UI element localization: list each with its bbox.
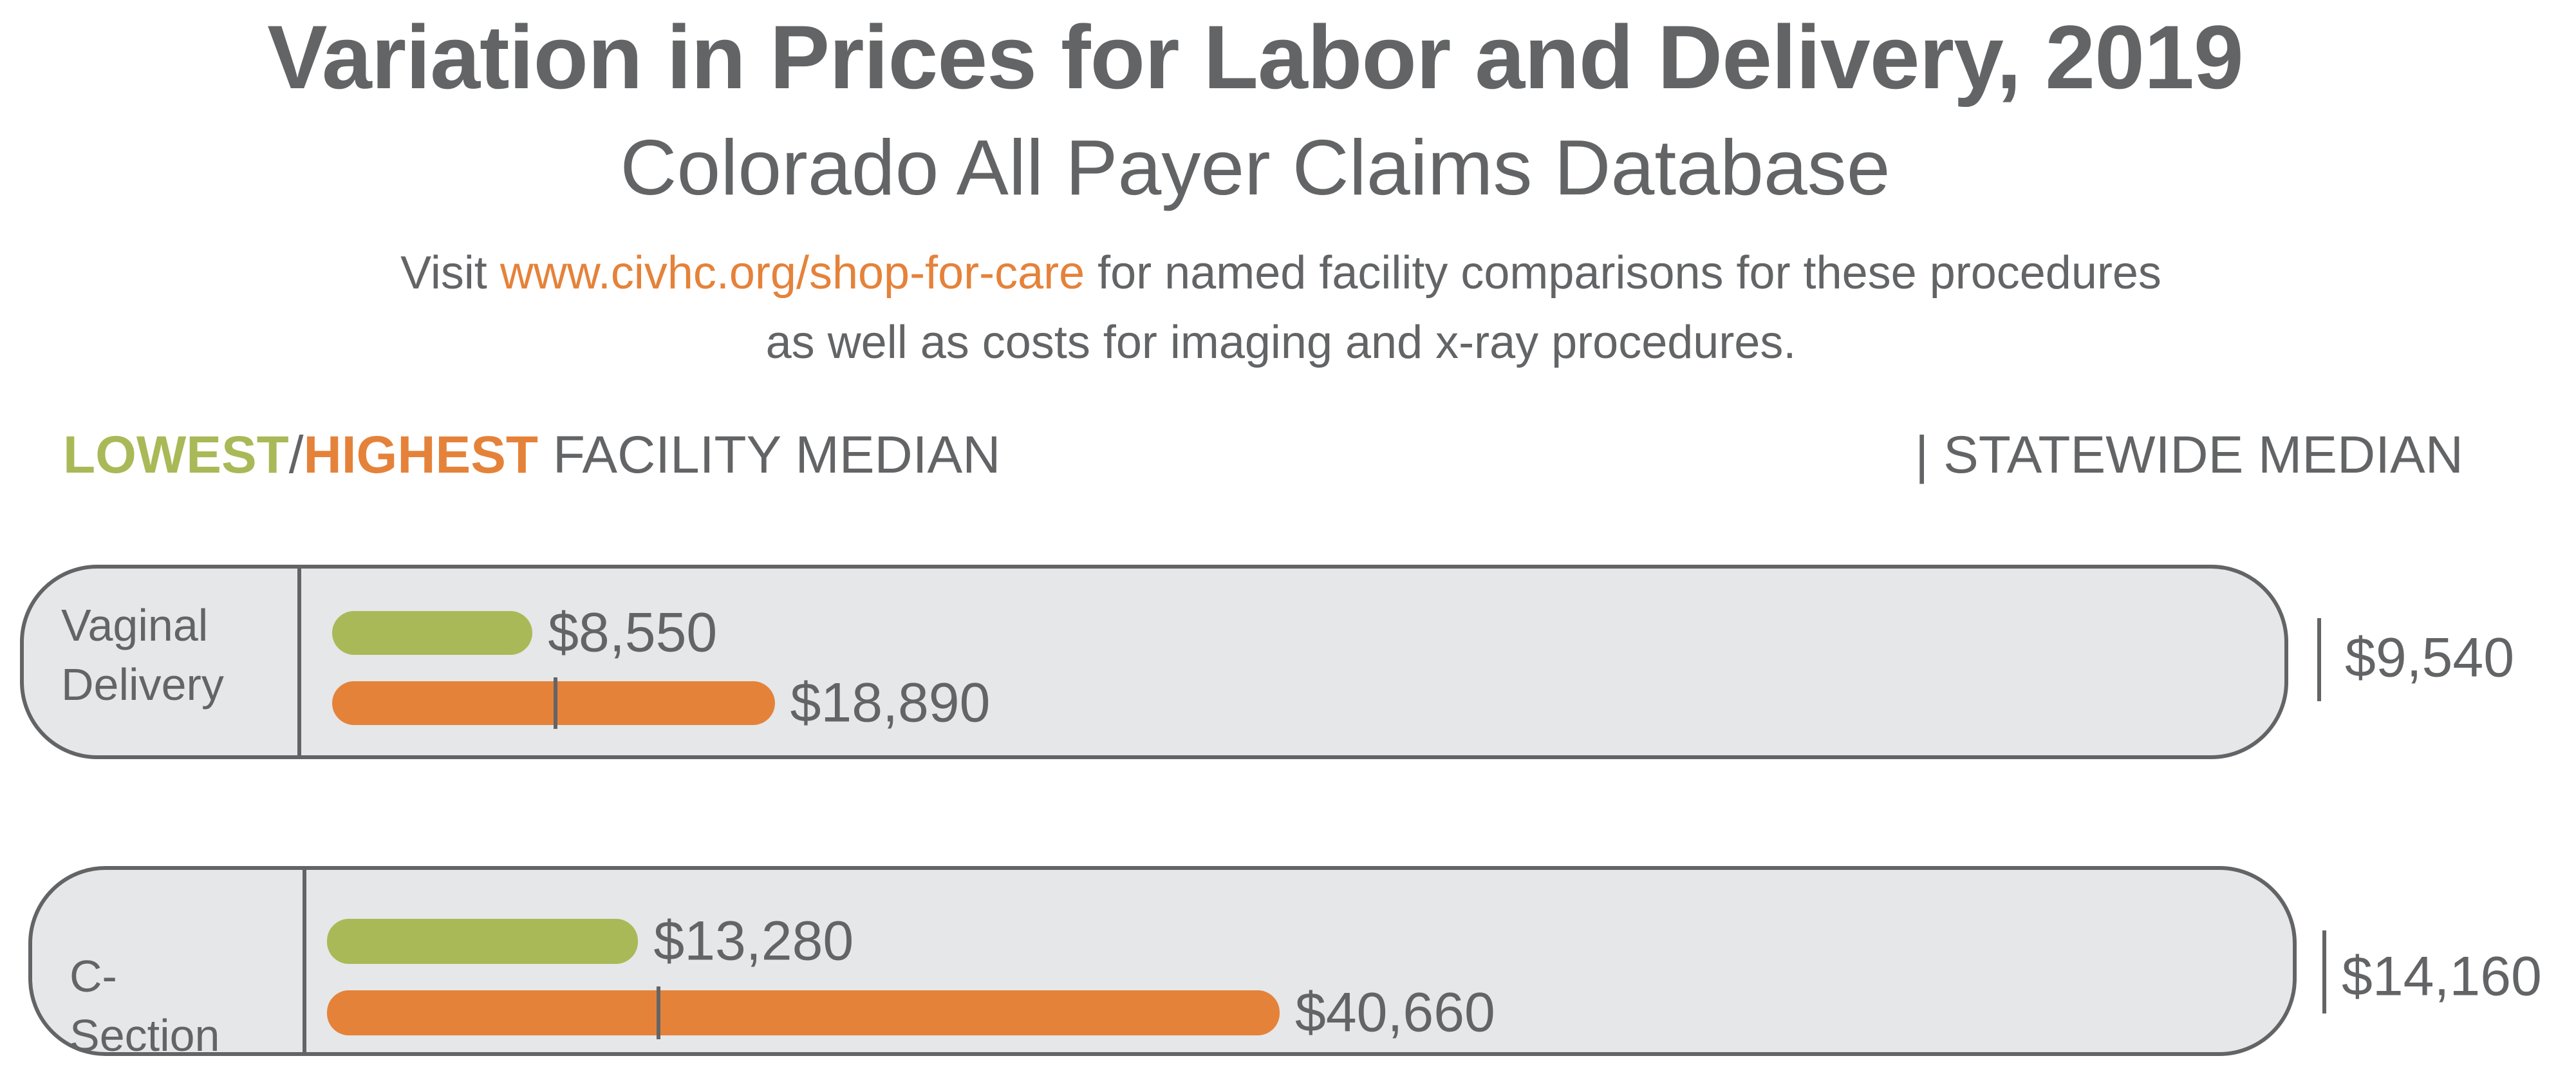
value-label: $40,660 xyxy=(1295,981,1495,1044)
chart-subtitle: Colorado All Payer Claims Database xyxy=(620,124,1890,211)
value-label: $13,280 xyxy=(653,910,854,972)
panel-divider xyxy=(297,565,301,759)
panel-divider xyxy=(303,866,306,1056)
value-label: $8,550 xyxy=(548,601,718,664)
category-label: Vaginal Delivery xyxy=(61,600,224,710)
bar xyxy=(327,990,1280,1035)
legend-highest: HIGHEST xyxy=(303,426,539,484)
value-label: $18,890 xyxy=(790,672,991,734)
bar xyxy=(327,919,639,964)
bar xyxy=(332,681,775,725)
category-panel xyxy=(20,565,2288,759)
legend-lowest: LOWEST xyxy=(63,426,289,484)
category-label: C-Section xyxy=(70,951,220,1060)
legend: LOWEST/HIGHEST FACILITY MEDIAN xyxy=(63,425,1000,485)
statewide-median-rule xyxy=(2322,930,2326,1013)
legend-suffix: FACILITY MEDIAN xyxy=(552,426,1001,484)
note-text: Visit xyxy=(400,247,487,299)
link[interactable]: www.civhc.org/shop-for-care xyxy=(499,247,1085,299)
note-text: for named facility comparisons for these… xyxy=(765,247,2161,368)
statewide-median-marker xyxy=(657,986,661,1039)
statewide-median-label: $14,160 xyxy=(2342,945,2542,1008)
chart-title: Variation in Prices for Labor and Delive… xyxy=(267,6,2244,108)
legend-statewide: | STATEWIDE MEDIAN xyxy=(1915,426,2463,484)
statewide-median-label: $9,540 xyxy=(2345,627,2515,689)
bar xyxy=(332,611,533,655)
note: Visit www.civhc.org/shop-for-care for na… xyxy=(386,238,2176,377)
legend-separator: / xyxy=(288,426,304,484)
statewide-median-marker xyxy=(554,677,558,729)
statewide-median-rule xyxy=(2317,618,2321,701)
